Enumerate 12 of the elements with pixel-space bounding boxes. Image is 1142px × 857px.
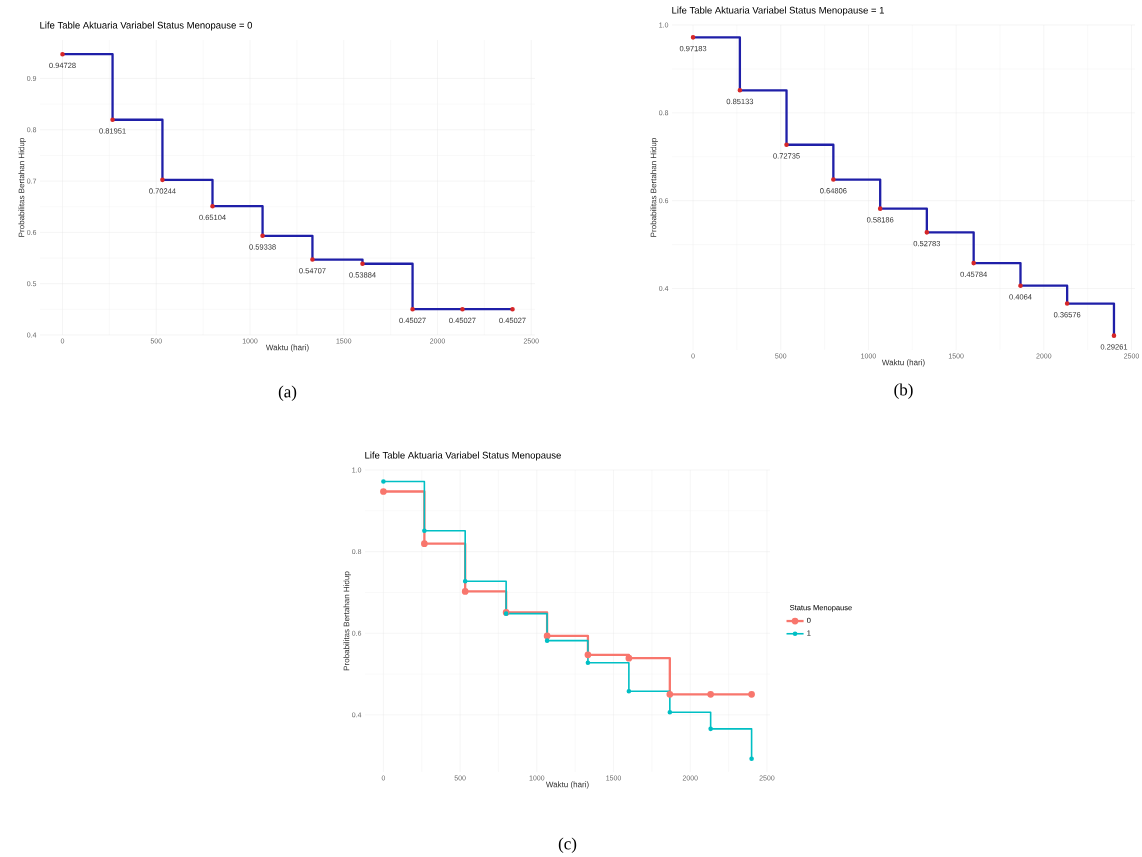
- y-axis-title: Probabilitas Bertahan Hidup: [343, 571, 351, 671]
- chart-title: Life Table Aktuaria Variabel Status Menopause = 0: [40, 21, 253, 31]
- x-axis-title: Waktu (hari): [265, 344, 309, 352]
- chart-title: Life Table Aktuaria Variabel Status Menopause: [365, 451, 561, 461]
- y-axis-title: Probabilitas Bertahan Hidup: [650, 138, 658, 237]
- x-axis-title: Waktu (hari): [545, 781, 589, 789]
- y-axis-title: Probabilitas Bertahan Hidup: [18, 138, 26, 237]
- chart-title: Life Table Aktuaria Variabel Status Menopause = 1: [672, 6, 884, 16]
- text: (a): [278, 385, 297, 401]
- x-axis-title: Waktu (hari): [881, 359, 925, 367]
- text: (c): [558, 837, 577, 853]
- text: (b): [894, 383, 913, 399]
